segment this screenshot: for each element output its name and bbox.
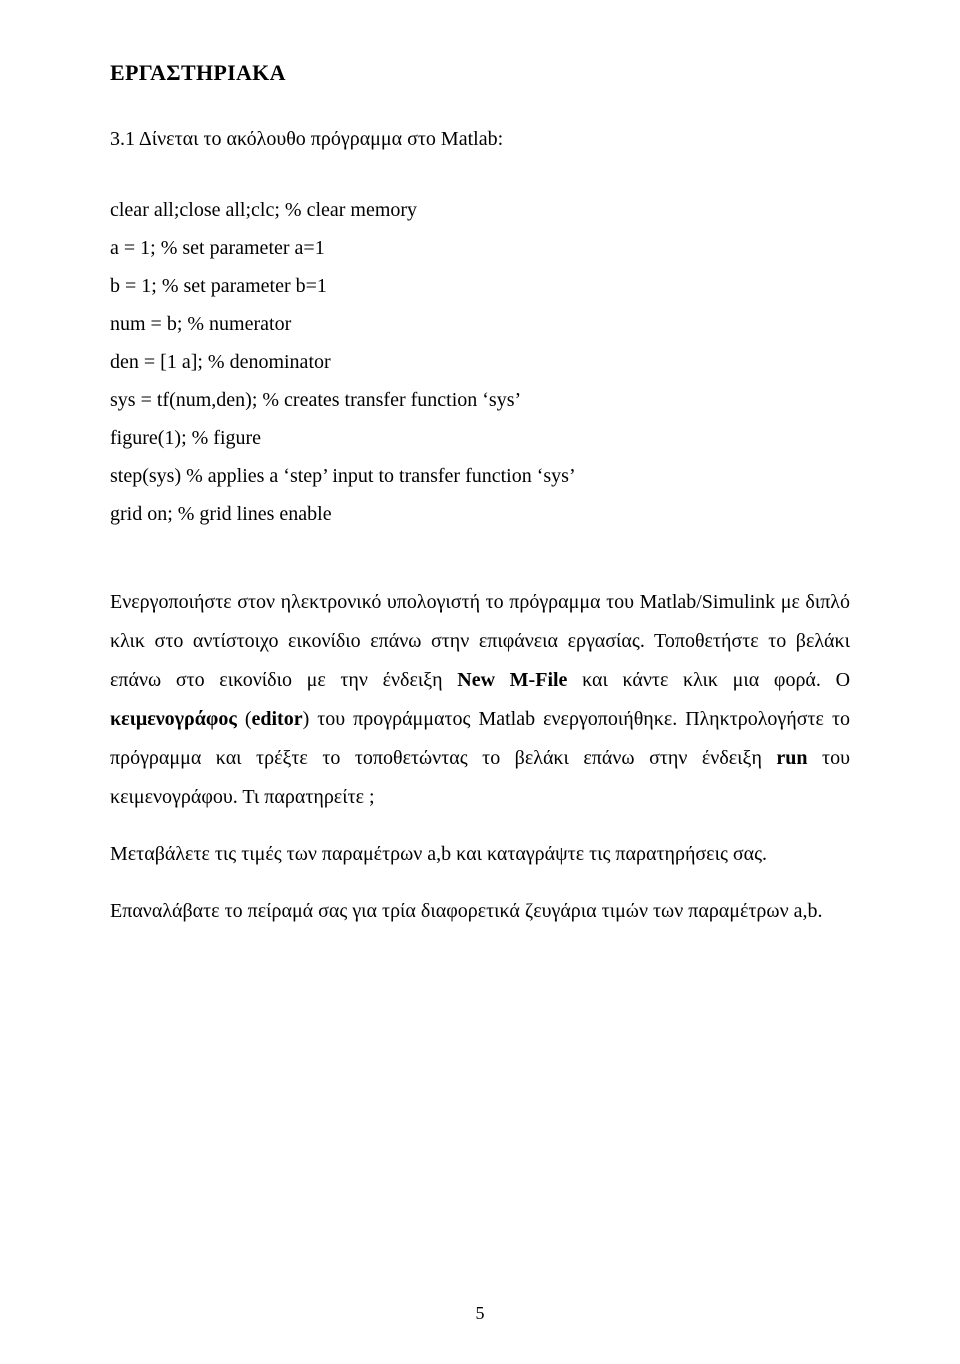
document-page: ΕΡΓΑΣΤΗΡΙΑΚΑ 3.1 Δίνεται το ακόλουθο πρό… [0,0,960,1364]
bold-run: run [776,747,807,769]
section-heading: ΕΡΓΑΣΤΗΡΙΑΚΑ [110,60,850,86]
paragraph-1: Ενεργοποιήστε στον ηλεκτρονικό υπολογιστ… [110,583,850,817]
code-line: clear all;close all;clc; % clear memory [110,191,850,229]
code-line: figure(1); % figure [110,419,850,457]
code-line: num = b; % numerator [110,305,850,343]
bold-editor: editor [251,708,302,730]
code-block: clear all;close all;clc; % clear memory … [110,191,850,533]
para1-text: και κάντε κλικ μια φορά. Ο [567,669,850,691]
code-line: b = 1; % set parameter b=1 [110,267,850,305]
code-line: step(sys) % applies a ‘step’ input to tr… [110,457,850,495]
bold-new-m-file: New M-File [457,669,567,691]
page-number: 5 [0,1303,960,1324]
code-line: grid on; % grid lines enable [110,495,850,533]
code-line: sys = tf(num,den); % creates transfer fu… [110,381,850,419]
code-line: den = [1 a]; % denominator [110,343,850,381]
code-line: a = 1; % set parameter a=1 [110,229,850,267]
bold-keimenografos: κειμενογράφος [110,708,237,730]
paragraph-2: Μεταβάλετε τις τιμές των παραμέτρων a,b … [110,835,850,874]
intro-line: 3.1 Δίνεται το ακόλουθο πρόγραμμα στο Ma… [110,128,850,151]
para1-text: ( [237,708,252,730]
paragraph-3: Επαναλάβατε το πείραμά σας για τρία διαφ… [110,892,850,931]
